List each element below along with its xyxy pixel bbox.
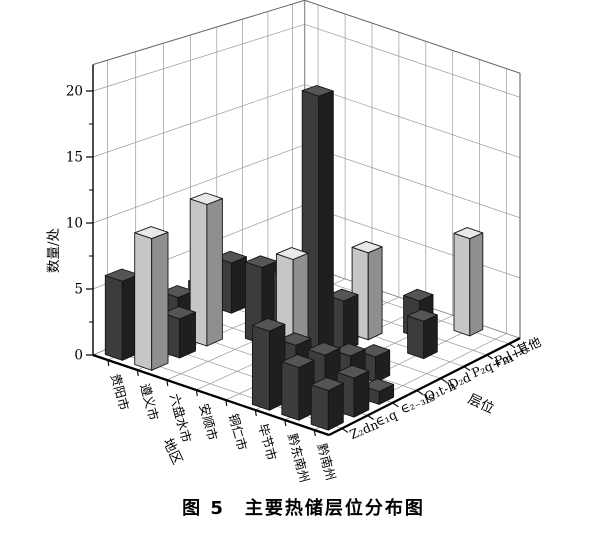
x-tick-label: 毕节市 (255, 422, 279, 462)
bar-face-side (327, 382, 344, 431)
bar-毕节市-Z₂dn (251, 318, 286, 411)
bar-face-front (104, 275, 123, 361)
bar-face-top (307, 342, 341, 356)
bar-face-top (403, 288, 434, 302)
wall-gridline (304, 144, 521, 219)
wall-gridline (304, 23, 521, 98)
bar-face-top (333, 343, 366, 357)
bar-face-side (343, 294, 359, 352)
z-tick (416, 390, 424, 395)
bar-face-top (275, 247, 309, 260)
bar-face-side (318, 90, 334, 364)
x-tick-label: 贵阳市 (108, 372, 132, 412)
x-tick (136, 369, 139, 377)
y-tick-label: 20 (66, 84, 83, 100)
bar-face-front (281, 361, 300, 421)
bar-face-side (179, 311, 196, 359)
bar-face-front (407, 315, 425, 360)
bar-铜仁市-O₁t-h (301, 85, 334, 364)
x-tick-label: 黔东南州 (285, 432, 312, 484)
box-top-edge (304, 0, 521, 74)
bar-face-top (251, 318, 286, 332)
z-tick (486, 354, 494, 360)
bar-face-front (134, 232, 153, 371)
y-tick-label: 0 (74, 348, 83, 364)
bar-遵义市-∈₁q (162, 306, 196, 359)
bar-face-top (453, 227, 484, 240)
y-axis: 0 5 10 15 20 数量/处 (46, 84, 93, 364)
x-tick-label: 黔南州 (314, 442, 338, 482)
y-tick-label: 10 (66, 216, 83, 232)
x-tick-label: 遵义市 (137, 382, 161, 422)
bar-face-top (351, 240, 383, 254)
bar-遵义市-Z₂dn (134, 226, 169, 371)
bar-face-side (206, 198, 223, 347)
bar-face-front (310, 384, 329, 431)
x-axis-line (92, 353, 330, 437)
z-tick (440, 377, 448, 383)
wall-gridline (92, 84, 305, 158)
z-tick (392, 402, 399, 408)
bar-face-top (134, 226, 169, 240)
bar-face-top (281, 354, 315, 368)
x-tick (284, 419, 287, 427)
bar-face-top (214, 250, 247, 264)
x-tick-label: 安顺市 (196, 402, 220, 442)
bar-face-side (151, 231, 169, 371)
bar-face-side (230, 256, 247, 314)
y-tick-label: 5 (74, 282, 83, 298)
y-tick-label: 15 (66, 150, 83, 166)
x-tick (313, 429, 316, 437)
bars (104, 85, 484, 431)
z-tick (341, 427, 349, 433)
x-tick (166, 379, 169, 387)
x-tick (254, 409, 257, 417)
z-axis-title: 层位 (465, 391, 496, 417)
wall-gridline (92, 144, 305, 224)
bar-face-side (423, 314, 438, 360)
bar-face-top (301, 85, 334, 97)
bar-face-top (407, 308, 438, 322)
bar-黔南州-Z₂dn (310, 377, 344, 431)
wall-gridline (304, 204, 521, 279)
z-tick (367, 415, 374, 420)
wall-gridline (304, 84, 521, 158)
bar-遵义市-∈₂₋₃ls (189, 192, 223, 347)
bar-黔东南州-P₂q+m (407, 308, 438, 360)
bar-黔东南州-Z₂dn (281, 354, 315, 421)
z-tick (463, 366, 471, 372)
bar-face-top (278, 332, 312, 346)
bar-face-side (469, 232, 484, 337)
x-tick (225, 399, 228, 407)
bar-face-top (162, 306, 196, 320)
bar-face-side (367, 246, 383, 341)
bar-face-top (362, 378, 395, 392)
bar-黔东南州-其他 (453, 227, 484, 337)
bar-face-front (453, 232, 471, 337)
x-tick (195, 389, 198, 397)
z-tick (508, 343, 516, 349)
box-edges (92, 0, 521, 437)
bar-face-top (358, 344, 391, 358)
bar-face-front (251, 324, 270, 411)
y-axis-title: 数量/处 (46, 227, 62, 273)
z-axis-line (328, 337, 521, 437)
wall-gridline (92, 23, 305, 92)
bar-贵阳市-Z₂dn (104, 268, 140, 361)
figure-caption: 图 5 主要热储层位分布图 (182, 498, 425, 519)
bar-face-side (353, 370, 370, 418)
x-tick-label: 铜仁市 (226, 412, 250, 452)
box-top-edge (92, 0, 305, 66)
bar-face-top (310, 377, 344, 392)
bar-face-top (336, 364, 370, 379)
bar-face-top (326, 288, 359, 302)
bar-face-top (189, 192, 223, 205)
x-tick (107, 359, 110, 367)
